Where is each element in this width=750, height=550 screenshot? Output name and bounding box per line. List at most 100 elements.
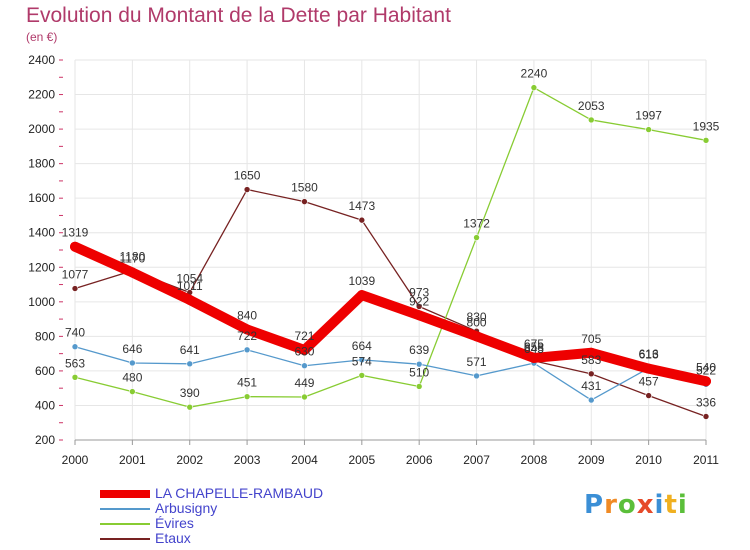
data-point — [587, 116, 595, 124]
data-label: 722 — [237, 329, 257, 343]
data-label: 1372 — [463, 217, 490, 231]
data-point — [71, 285, 79, 292]
chart-title: Evolution du Montant de la Dette par Hab… — [26, 4, 451, 27]
data-label: 1180 — [119, 250, 145, 264]
x-tick-label: 2003 — [234, 453, 261, 467]
legend-swatch — [100, 508, 150, 510]
data-label: 658 — [524, 340, 544, 354]
data-point — [243, 393, 251, 400]
data-point — [587, 396, 595, 404]
grid — [74, 59, 707, 441]
x-tick-label: 2010 — [635, 453, 662, 467]
data-point — [415, 383, 423, 390]
x-tick-label: 2001 — [119, 453, 146, 467]
data-point — [702, 137, 710, 144]
series-line-3 — [74, 188, 707, 418]
legend-swatch — [100, 490, 150, 498]
x-tick-label: 2011 — [693, 453, 719, 467]
data-label: 574 — [352, 354, 372, 368]
data-point — [243, 186, 251, 193]
data-point — [702, 413, 710, 420]
data-label: 1319 — [62, 226, 89, 240]
data-label: 1650 — [234, 169, 261, 183]
legend-label: Etaux — [155, 530, 191, 546]
data-point — [358, 356, 366, 364]
data-point — [471, 331, 482, 342]
y-tick-label: 2200 — [28, 88, 55, 102]
x-tick-label: 2009 — [578, 453, 605, 467]
legend-label: Évires — [155, 515, 194, 531]
data-label: 973 — [409, 285, 429, 299]
axes: 200 400 600 800 1000 1200 1400 1600 1800 2000 2200… — [28, 53, 719, 467]
data-label: 1011 — [177, 279, 203, 293]
data-point — [71, 373, 79, 381]
data-labels: 1319 1170 1011 840 721 1039 922 800 675 705 613 540… — [62, 67, 720, 410]
data-label: 1077 — [62, 268, 89, 282]
data-point — [127, 267, 138, 278]
series-line-0 — [70, 241, 711, 387]
data-label: 1997 — [635, 109, 662, 123]
x-tick-label: 2004 — [291, 453, 318, 467]
data-point — [473, 234, 480, 241]
data-point — [643, 363, 654, 374]
data-label: 522 — [696, 363, 716, 377]
data-label: 480 — [122, 371, 142, 385]
data-point — [301, 393, 308, 401]
data-label: 721 — [294, 329, 314, 343]
data-point — [358, 216, 366, 224]
data-label: 2053 — [578, 99, 605, 113]
x-tick-label: 2002 — [176, 453, 203, 467]
data-point — [586, 347, 597, 358]
data-label: 675 — [524, 337, 544, 351]
legend-label: LA CHAPELLE-RAMBAUD — [155, 485, 324, 501]
data-label: 571 — [467, 355, 487, 369]
data-label: 616 — [639, 347, 659, 361]
data-point — [701, 376, 711, 387]
data-point — [186, 360, 194, 368]
data-label: 664 — [352, 339, 372, 353]
data-point — [129, 388, 136, 395]
data-label: 630 — [294, 345, 314, 359]
x-tick-label: 2007 — [463, 453, 490, 467]
data-label: 1935 — [693, 119, 720, 133]
y-tick-label: 800 — [35, 329, 55, 343]
proxiti-logo: Proxiti — [584, 490, 688, 520]
data-point — [415, 360, 423, 368]
data-point — [184, 294, 195, 305]
x-tick-label: 2006 — [406, 453, 433, 467]
y-tick-label: 600 — [35, 364, 55, 378]
data-label: 1054 — [176, 271, 203, 285]
data-label: 740 — [65, 326, 85, 340]
data-point — [243, 346, 251, 354]
data-label: 705 — [581, 332, 601, 346]
data-point — [301, 198, 308, 205]
data-point — [186, 403, 194, 411]
data-point — [587, 370, 595, 378]
y-tick-label: 2400 — [28, 53, 55, 67]
data-point — [645, 126, 652, 133]
data-label: 646 — [122, 342, 142, 356]
data-label: 641 — [180, 343, 200, 357]
x-tick-label: 2000 — [62, 453, 89, 467]
data-label: 830 — [467, 310, 487, 324]
data-label: 510 — [409, 365, 429, 379]
x-tick-label: 2008 — [521, 453, 548, 467]
data-label: 1473 — [348, 199, 375, 213]
y-tick-label: 400 — [35, 398, 55, 412]
data-label: 2240 — [521, 67, 548, 81]
data-point — [528, 352, 539, 363]
data-label: 583 — [581, 353, 601, 367]
data-label: 336 — [696, 396, 716, 410]
data-point — [415, 303, 423, 310]
legend-label: Arbusigny — [155, 500, 218, 516]
data-point — [71, 343, 79, 351]
data-label: 1039 — [348, 274, 375, 288]
data-point — [70, 241, 80, 252]
data-label: 431 — [581, 379, 601, 393]
data-point — [299, 345, 310, 356]
series-line-2 — [74, 86, 707, 408]
data-point — [358, 372, 366, 379]
data-point — [645, 392, 652, 399]
legend-swatch — [100, 538, 150, 540]
data-label: 800 — [467, 315, 487, 329]
